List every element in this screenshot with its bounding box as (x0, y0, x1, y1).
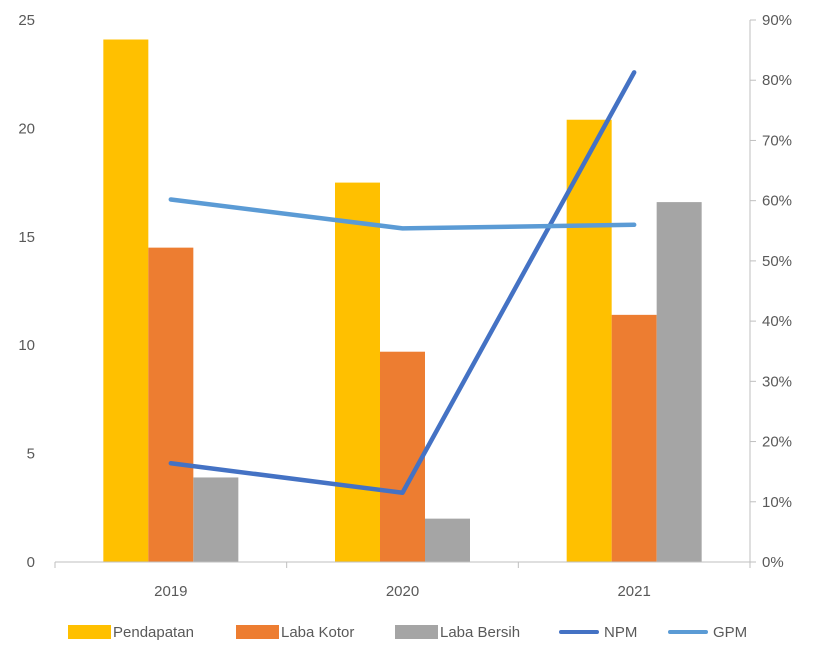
y2-tick-label: 60% (762, 193, 792, 210)
y2-tick-label: 30% (762, 373, 792, 390)
line-npm (168, 70, 637, 495)
legend-swatch-laba-kotor (236, 625, 279, 639)
bar-laba-kotor-2020 (380, 351, 425, 562)
x-tick-label: 2021 (617, 583, 650, 600)
y2-tick-label: 40% (762, 313, 792, 330)
y2-tick-label: 90% (762, 12, 792, 29)
bar-laba-bersih-2019 (193, 477, 239, 562)
y-tick-label: 15 (18, 229, 35, 246)
legend-label-npm: NPM (604, 624, 637, 641)
y2-tick-label: 70% (762, 132, 792, 149)
line-gpm (168, 197, 637, 231)
bar-pendapatan-2020 (335, 182, 380, 562)
bar-laba-bersih-2020 (425, 518, 470, 562)
bar-pendapatan-2021 (566, 119, 612, 562)
y2-tick-label: 20% (762, 434, 792, 451)
bar-laba-bersih-2021 (656, 202, 702, 562)
y2-tick-label: 0% (762, 554, 784, 571)
x-tick-label: 2020 (386, 583, 419, 600)
bar-laba-kotor-2021 (611, 314, 657, 562)
y-tick-label: 20 (18, 120, 35, 137)
x-tick-label: 2019 (154, 583, 187, 600)
legend-label-pendapatan: Pendapatan (113, 624, 194, 641)
legend-swatch-pendapatan (68, 625, 111, 639)
y2-tick-label: 80% (762, 72, 792, 89)
y-tick-label: 0 (27, 554, 35, 571)
legend-swatch-laba-bersih (395, 625, 438, 639)
y2-tick-label: 10% (762, 494, 792, 511)
y-tick-label: 10 (18, 337, 35, 354)
bar-pendapatan-2019 (103, 39, 149, 562)
legend-label-laba-kotor: Laba Kotor (281, 624, 354, 641)
legend-label-gpm: GPM (713, 624, 747, 641)
y-tick-label: 5 (27, 446, 35, 463)
y-tick-label: 25 (18, 12, 35, 29)
y2-tick-label: 50% (762, 253, 792, 270)
legend-label-laba-bersih: Laba Bersih (440, 624, 520, 641)
bar-laba-kotor-2019 (148, 247, 194, 562)
